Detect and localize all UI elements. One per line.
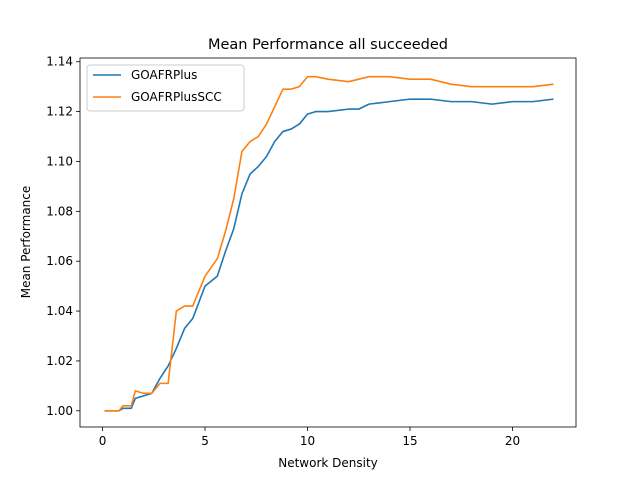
x-tick-label: 0 — [99, 434, 107, 448]
legend: GOAFRPlus GOAFRPlusSCC — [86, 64, 245, 112]
y-tick-label: 1.12 — [46, 105, 73, 119]
y-tick-label: 1.08 — [46, 204, 73, 218]
series-line-goafrplusscc — [104, 75, 554, 412]
y-tick-label: 1.10 — [46, 154, 73, 168]
legend-label-goafrplusscc: GOAFRPlusSCC — [131, 90, 222, 104]
x-tick-label: 20 — [505, 434, 520, 448]
y-tick-label: 1.00 — [46, 404, 73, 418]
y-axis-label: Mean Performance — [19, 186, 33, 299]
y-axis: 1.00 1.02 1.04 1.06 1.08 1.10 1.12 1.14 — [46, 55, 80, 418]
series-layer — [104, 75, 554, 412]
legend-label-goafrplus: GOAFRPlus — [131, 68, 197, 82]
y-tick-label: 1.06 — [46, 254, 73, 268]
y-tick-label: 1.02 — [46, 354, 73, 368]
x-tick-label: 10 — [300, 434, 315, 448]
x-tick-label: 15 — [402, 434, 417, 448]
x-axis-label: Network Density — [278, 456, 378, 470]
y-tick-label: 1.04 — [46, 304, 73, 318]
x-tick-label: 5 — [201, 434, 209, 448]
series-line-goafrplus — [104, 98, 554, 412]
y-tick-label: 1.14 — [46, 55, 73, 69]
chart-title: Mean Performance all succeeded — [208, 37, 448, 53]
plot-area — [79, 57, 577, 428]
legend-box — [86, 64, 245, 112]
x-axis: 0 5 10 15 20 — [99, 427, 520, 448]
